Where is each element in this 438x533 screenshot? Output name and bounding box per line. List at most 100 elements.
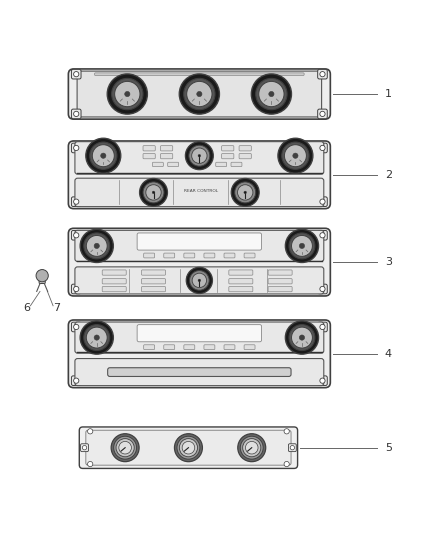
FancyBboxPatch shape [71,322,81,332]
FancyBboxPatch shape [160,154,173,159]
FancyBboxPatch shape [224,253,235,258]
Circle shape [320,71,325,77]
Circle shape [278,138,313,173]
Circle shape [292,236,312,256]
FancyBboxPatch shape [222,146,234,151]
FancyBboxPatch shape [68,141,330,208]
Circle shape [82,446,87,450]
FancyBboxPatch shape [204,253,215,258]
Circle shape [243,439,261,457]
Text: 3: 3 [385,257,392,267]
Circle shape [189,145,210,166]
Circle shape [80,229,113,262]
FancyBboxPatch shape [71,284,81,294]
Circle shape [179,439,198,457]
FancyBboxPatch shape [77,71,321,117]
FancyBboxPatch shape [68,228,330,296]
Circle shape [74,286,79,292]
FancyBboxPatch shape [318,376,327,385]
Circle shape [320,378,325,383]
FancyBboxPatch shape [244,345,255,350]
FancyBboxPatch shape [75,267,324,294]
Circle shape [182,441,195,454]
FancyBboxPatch shape [184,253,195,258]
FancyBboxPatch shape [71,376,81,385]
Circle shape [284,462,289,467]
FancyBboxPatch shape [86,430,291,465]
Text: 1: 1 [385,89,392,99]
FancyBboxPatch shape [268,287,292,292]
Circle shape [320,111,325,117]
FancyBboxPatch shape [71,230,81,240]
Circle shape [74,233,79,238]
Circle shape [111,434,139,462]
Circle shape [320,146,325,151]
Circle shape [152,191,155,193]
FancyBboxPatch shape [152,162,163,167]
FancyBboxPatch shape [318,197,327,206]
FancyBboxPatch shape [143,146,155,151]
FancyBboxPatch shape [71,197,81,206]
FancyBboxPatch shape [137,325,261,342]
Text: 4: 4 [385,349,392,359]
FancyBboxPatch shape [268,279,292,284]
Circle shape [184,78,215,110]
Circle shape [192,273,207,288]
FancyBboxPatch shape [79,427,297,469]
Circle shape [88,462,93,467]
FancyBboxPatch shape [137,233,261,250]
FancyBboxPatch shape [102,279,126,284]
Circle shape [92,144,114,167]
FancyBboxPatch shape [222,154,234,159]
FancyBboxPatch shape [244,253,255,258]
FancyBboxPatch shape [229,279,253,284]
FancyBboxPatch shape [318,143,327,153]
Circle shape [245,441,258,454]
Circle shape [143,182,164,203]
Circle shape [293,153,298,158]
FancyBboxPatch shape [288,444,296,451]
FancyBboxPatch shape [268,270,292,275]
Circle shape [320,199,325,204]
FancyBboxPatch shape [68,320,330,387]
FancyBboxPatch shape [71,143,81,153]
FancyBboxPatch shape [68,69,330,119]
Circle shape [174,434,202,462]
Circle shape [74,378,79,383]
FancyBboxPatch shape [95,73,304,76]
FancyBboxPatch shape [318,322,327,332]
FancyBboxPatch shape [160,146,173,151]
Text: 6: 6 [23,303,30,313]
FancyBboxPatch shape [164,345,175,350]
Circle shape [269,92,274,96]
FancyBboxPatch shape [231,162,242,167]
FancyBboxPatch shape [141,270,166,275]
Circle shape [179,74,219,114]
Circle shape [74,146,79,151]
FancyBboxPatch shape [71,69,81,79]
FancyBboxPatch shape [224,345,235,350]
FancyBboxPatch shape [164,253,175,258]
Circle shape [284,144,307,167]
Circle shape [84,233,110,259]
FancyBboxPatch shape [239,154,251,159]
Circle shape [320,286,325,292]
FancyBboxPatch shape [229,270,253,275]
FancyBboxPatch shape [318,109,327,119]
Circle shape [107,74,148,114]
FancyBboxPatch shape [239,146,251,151]
Circle shape [284,429,289,434]
FancyBboxPatch shape [75,178,324,207]
FancyBboxPatch shape [39,276,45,284]
Circle shape [299,335,304,340]
Circle shape [94,243,99,248]
Circle shape [74,111,79,117]
Circle shape [36,270,48,282]
FancyBboxPatch shape [144,253,155,258]
Circle shape [244,191,247,193]
Circle shape [320,325,325,329]
FancyBboxPatch shape [75,359,324,386]
Circle shape [185,142,213,169]
FancyBboxPatch shape [75,142,324,174]
FancyBboxPatch shape [108,368,291,376]
